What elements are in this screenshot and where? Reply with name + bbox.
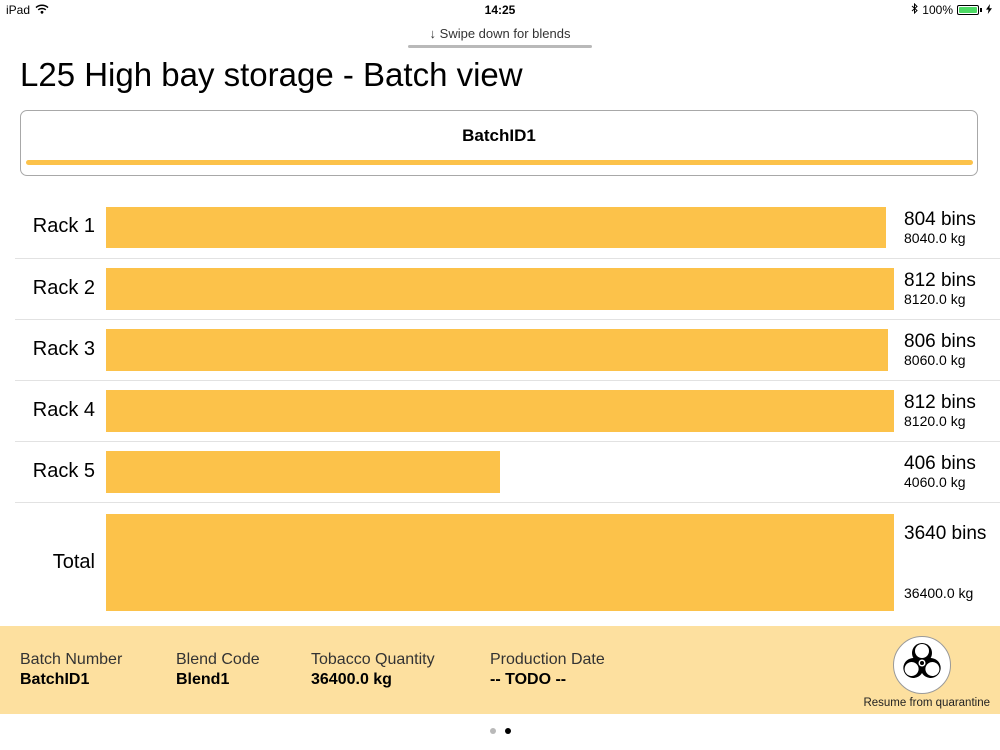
- total-row: Total 3640 bins 36400.0 kg: [15, 503, 1000, 623]
- bluetooth-icon: [911, 2, 919, 17]
- rack-bins: 812 bins: [904, 270, 976, 291]
- production-date-label: Production Date: [490, 651, 605, 668]
- status-right: 100%: [911, 2, 992, 17]
- rack-kg: 8040.0 kg: [904, 230, 966, 246]
- device-name: iPad: [6, 3, 31, 17]
- page-dot-active[interactable]: [504, 728, 511, 734]
- blend-code-value: Blend1: [176, 671, 230, 688]
- battery-fill: [959, 7, 977, 13]
- total-bar: [106, 514, 894, 611]
- battery-icon: [957, 5, 979, 15]
- production-date-value: -- TODO --: [490, 671, 567, 688]
- batch-number-value: BatchID1: [20, 671, 90, 688]
- batch-details-panel: Batch Number BatchID1 Blend Code Blend1 …: [0, 626, 1000, 714]
- rack-label: Rack 5: [32, 460, 95, 482]
- total-bins: 3640 bins: [904, 523, 987, 544]
- grabber-handle[interactable]: [408, 45, 592, 48]
- status-time: 14:25: [484, 3, 516, 17]
- batch-number-label: Batch Number: [20, 651, 123, 668]
- rack-bar: [106, 451, 500, 493]
- rack-kg: 8120.0 kg: [904, 291, 966, 307]
- rack-bar: [106, 207, 886, 248]
- production-date-field: Production Date -- TODO --: [490, 651, 605, 691]
- battery-percentage: 100%: [922, 3, 953, 17]
- rack-bar: [106, 390, 894, 432]
- battery-tip: [980, 8, 982, 12]
- batch-card-progress-bar: [26, 160, 973, 165]
- batch-number-field: Batch Number BatchID1: [20, 651, 122, 691]
- rack-label: Rack 2: [32, 277, 95, 299]
- blend-code-label: Blend Code: [176, 651, 260, 668]
- rack-bins: 806 bins: [904, 331, 976, 352]
- rack-bins: 406 bins: [904, 453, 976, 474]
- rack-row-5[interactable]: Rack 5 406 bins 4060.0 kg: [15, 442, 1000, 503]
- rack-kg: 4060.0 kg: [904, 474, 966, 490]
- rack-row-3[interactable]: Rack 3 806 bins 8060.0 kg: [15, 320, 1000, 381]
- rack-label: Rack 3: [32, 338, 95, 360]
- rack-kg: 8060.0 kg: [904, 352, 966, 368]
- status-left: iPad: [6, 3, 49, 17]
- biohazard-icon: [900, 641, 944, 690]
- bolt-icon: [986, 3, 992, 17]
- resume-quarantine-label[interactable]: Resume from quarantine: [863, 697, 990, 709]
- wifi-icon: [35, 3, 49, 17]
- batch-selector-card[interactable]: BatchID1: [20, 110, 978, 176]
- resume-quarantine-button[interactable]: [893, 636, 951, 694]
- rack-row-1[interactable]: Rack 1 804 bins 8040.0 kg: [15, 198, 1000, 259]
- blend-code-field: Blend Code Blend1: [176, 651, 260, 691]
- page-title: L25 High bay storage - Batch view: [20, 56, 523, 93]
- rack-row-2[interactable]: Rack 2 812 bins 8120.0 kg: [15, 259, 1000, 320]
- total-label: Total: [52, 551, 95, 573]
- tobacco-quantity-field: Tobacco Quantity 36400.0 kg: [311, 651, 435, 691]
- total-kg: 36400.0 kg: [904, 585, 974, 601]
- rack-kg: 8120.0 kg: [904, 413, 966, 429]
- rack-bar: [106, 329, 888, 371]
- page-indicator[interactable]: [0, 728, 1000, 734]
- down-arrow-icon: ↓: [429, 26, 437, 42]
- rack-label: Rack 1: [32, 215, 95, 237]
- rack-row-4[interactable]: Rack 4 812 bins 8120.0 kg: [15, 381, 1000, 442]
- rack-bins: 812 bins: [904, 392, 976, 413]
- status-bar: iPad 14:25 100%: [0, 0, 1000, 22]
- swipe-hint-label: Swipe down for blends: [439, 26, 571, 42]
- batch-card-label: BatchID1: [462, 126, 536, 145]
- rack-bins: 804 bins: [904, 209, 976, 230]
- page-dot[interactable]: [489, 728, 496, 734]
- rack-label: Rack 4: [32, 399, 95, 421]
- swipe-down-hint[interactable]: ↓ Swipe down for blends: [0, 25, 1000, 41]
- rack-bar: [106, 268, 894, 310]
- tobacco-quantity-value: 36400.0 kg: [311, 671, 392, 688]
- tobacco-quantity-label: Tobacco Quantity: [311, 651, 435, 668]
